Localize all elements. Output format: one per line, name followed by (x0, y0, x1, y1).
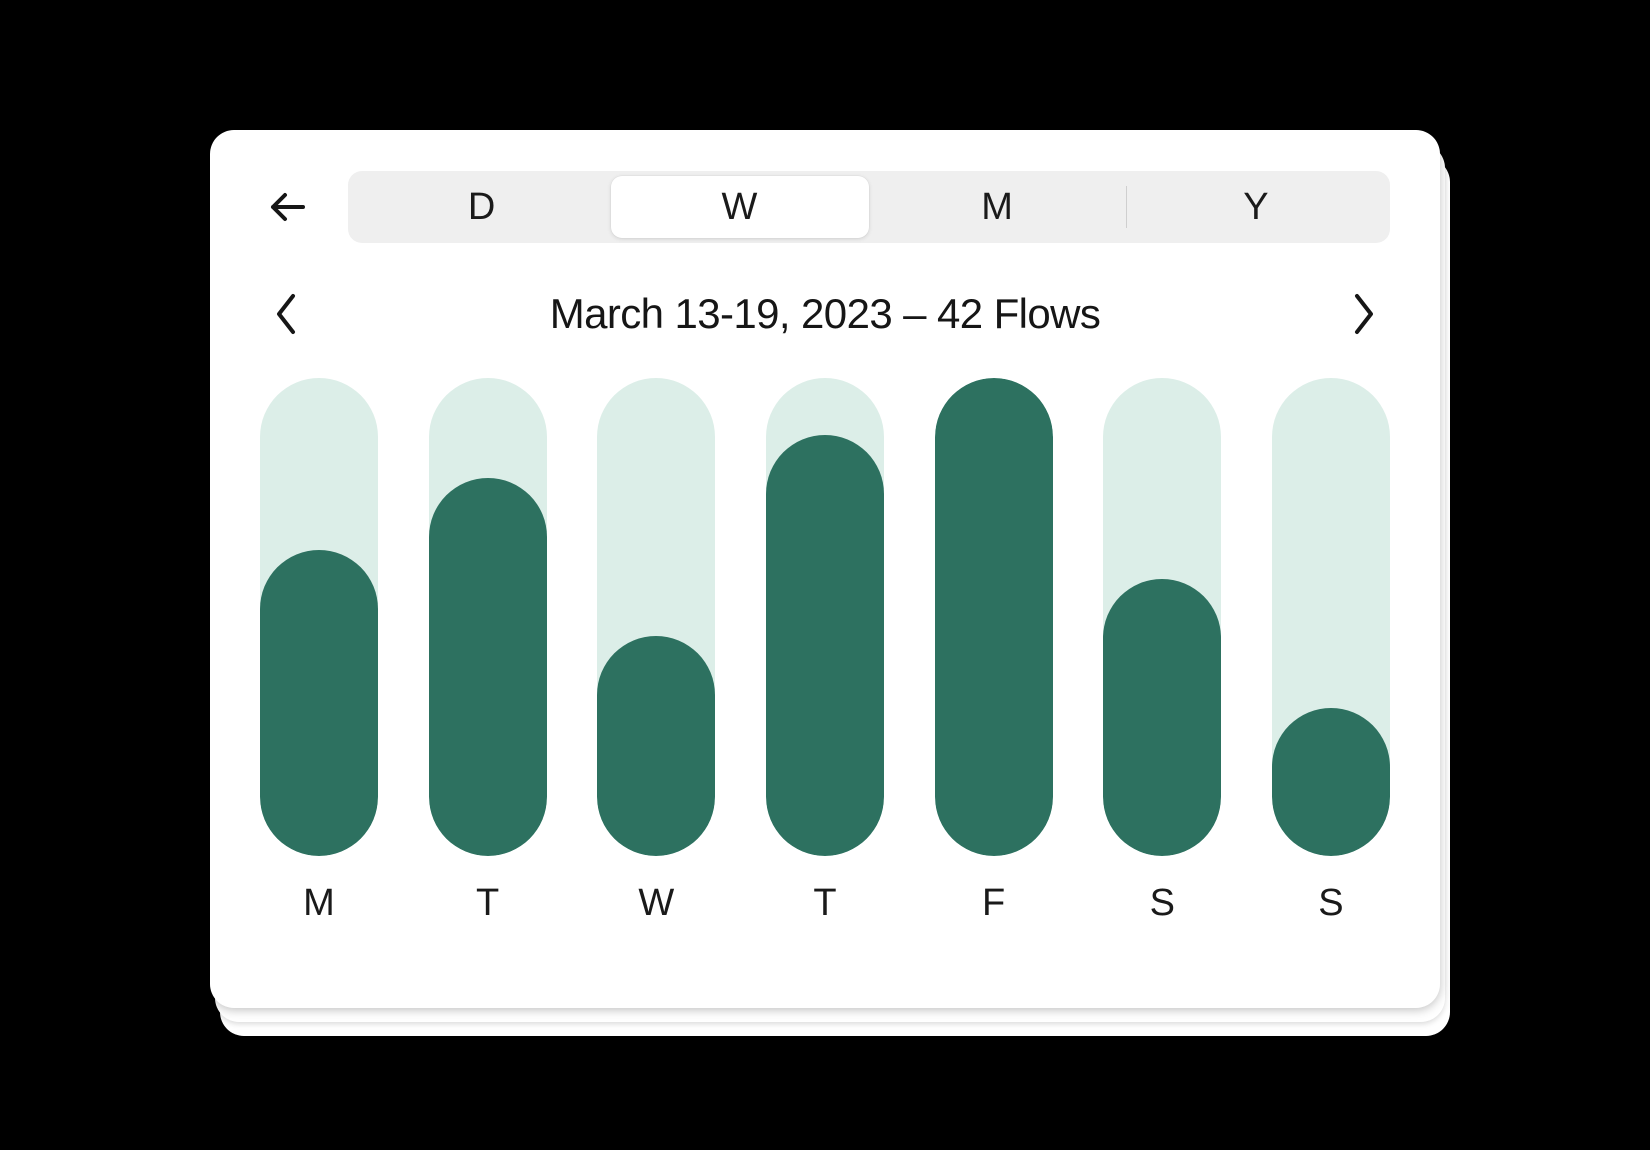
bar-fill (260, 550, 378, 856)
bar-label: F (982, 882, 1005, 925)
bar-column: S (1103, 378, 1221, 972)
chevron-right-icon (1351, 292, 1377, 336)
prev-period-button[interactable] (266, 294, 306, 334)
bar-fill (429, 478, 547, 856)
bar-track[interactable] (1272, 378, 1390, 856)
period-segment-m[interactable]: M (869, 176, 1127, 238)
top-bar: DWMY (260, 170, 1390, 244)
bar-label: T (813, 882, 836, 925)
bar-track[interactable] (935, 378, 1053, 856)
period-segmented-control: DWMY (348, 171, 1390, 243)
arrow-left-icon (263, 182, 313, 232)
bar-track[interactable] (766, 378, 884, 856)
bar-column: W (597, 378, 715, 972)
bar-track[interactable] (260, 378, 378, 856)
chevron-left-icon (273, 292, 299, 336)
bar-label: T (476, 882, 499, 925)
bar-fill (1103, 579, 1221, 856)
date-range-title: March 13-19, 2023 – 42 Flows (550, 290, 1101, 338)
bar-fill (597, 636, 715, 856)
bar-label: M (303, 882, 335, 925)
bar-column: S (1272, 378, 1390, 972)
bar-fill (1272, 708, 1390, 856)
weekly-flows-bar-chart: MTWTFSS (260, 378, 1390, 972)
back-arrow-button[interactable] (260, 179, 316, 235)
bar-track[interactable] (597, 378, 715, 856)
period-segment-w[interactable]: W (611, 176, 869, 238)
bar-label: S (1318, 882, 1343, 925)
bar-column: T (766, 378, 884, 972)
bar-label: W (638, 882, 674, 925)
bar-fill (766, 435, 884, 856)
date-navigation: March 13-19, 2023 – 42 Flows (260, 290, 1390, 338)
bar-column: M (260, 378, 378, 972)
bar-track[interactable] (429, 378, 547, 856)
bar-track[interactable] (1103, 378, 1221, 856)
next-period-button[interactable] (1344, 294, 1384, 334)
period-segment-y[interactable]: Y (1127, 176, 1385, 238)
bar-label: S (1150, 882, 1175, 925)
bar-column: F (935, 378, 1053, 972)
bar-fill (935, 378, 1053, 856)
period-segment-d[interactable]: D (353, 176, 611, 238)
stats-card: DWMY March 13-19, 2023 – 42 Flows MTWTFS… (210, 130, 1440, 1008)
bar-column: T (429, 378, 547, 972)
card-stack: DWMY March 13-19, 2023 – 42 Flows MTWTFS… (210, 130, 1440, 1020)
